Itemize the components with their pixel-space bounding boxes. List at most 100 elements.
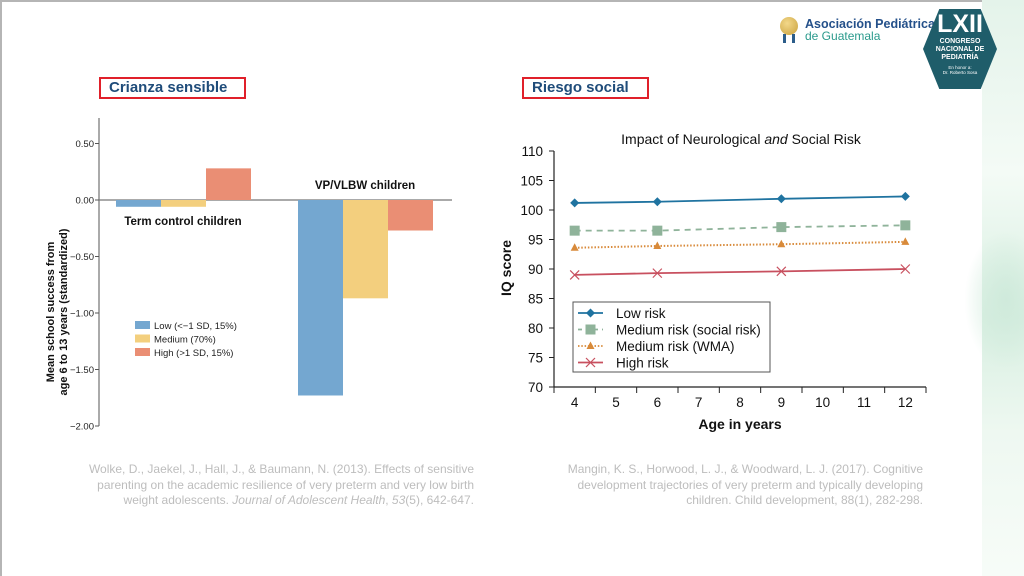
honor-line1: En honor a: bbox=[948, 65, 972, 70]
medal-icon bbox=[777, 16, 801, 44]
diamond-marker bbox=[652, 197, 662, 207]
bar-chart: 0.50 0.00 −0.50 −1.00 −1.50 −2.00 Term contro… bbox=[45, 118, 452, 433]
triangle-marker bbox=[653, 241, 662, 249]
citation-left-line1: Wolke, D., Jaekel, J., Hall, J., & Bauma… bbox=[88, 462, 474, 476]
triangle-marker bbox=[901, 237, 910, 245]
triangle-marker bbox=[586, 341, 595, 349]
series-line bbox=[574, 268, 906, 276]
y-tick-label: 0.00 bbox=[76, 196, 95, 207]
bar-legend: Low (<−1 SD, 15%) Medium (70%) High (>1 SD… bbox=[135, 321, 237, 359]
square-marker bbox=[569, 225, 580, 236]
x-marker bbox=[776, 266, 787, 277]
x-tick-label: 7 bbox=[695, 395, 703, 410]
congress-numeral: LXII bbox=[937, 10, 983, 38]
x-axis-label: Age in years bbox=[698, 416, 781, 432]
y-tick-label: 75 bbox=[528, 351, 543, 366]
series-medium-risk-wma bbox=[570, 237, 910, 251]
citation-right: Mangin, K. S., Horwood, L. J., & Woodwar… bbox=[500, 462, 923, 509]
y-tick-label: 95 bbox=[528, 233, 543, 248]
y-tick-label: 90 bbox=[528, 262, 543, 277]
x-marker bbox=[569, 269, 580, 280]
legend-label: High risk bbox=[616, 356, 669, 371]
citation-left-line2: parenting on the academic resilience of … bbox=[97, 477, 474, 492]
legend-label: High (>1 SD, 15%) bbox=[154, 348, 233, 359]
diamond-marker bbox=[900, 191, 910, 201]
diamond-marker bbox=[776, 194, 786, 204]
diamond-marker bbox=[586, 308, 595, 318]
y-tick-label: 85 bbox=[528, 292, 543, 307]
association-logo: Asociación Pediátrica de Guatemala bbox=[777, 16, 935, 44]
triangle-marker bbox=[570, 243, 579, 251]
series-medium-risk-social-risk bbox=[569, 220, 911, 236]
y-tick-label: 100 bbox=[520, 203, 543, 218]
y-tick-label: 70 bbox=[528, 380, 543, 395]
series-line bbox=[574, 224, 906, 232]
congress-line3: PEDIATRÍA bbox=[941, 54, 979, 61]
line-chart: Impact of Neurological and Social Risk 7… bbox=[498, 131, 927, 432]
series-line bbox=[574, 240, 906, 249]
y-tick-label: 0.50 bbox=[76, 139, 95, 150]
org-name-line2: de Guatemala bbox=[805, 29, 881, 43]
square-marker bbox=[776, 222, 787, 233]
diamond-marker bbox=[570, 198, 580, 208]
org-name-line1: Asociación Pediátrica bbox=[805, 17, 935, 31]
category-label-term: Term control children bbox=[124, 216, 241, 228]
honor-line2: Dr. Roberto Sosa bbox=[942, 70, 978, 75]
y-tick-label: 110 bbox=[521, 144, 543, 159]
y-axis-label-line2: age 6 to 13 years (standardized) bbox=[58, 228, 70, 395]
legend-label: Low risk bbox=[616, 306, 666, 321]
legend-label: Medium risk (social risk) bbox=[616, 323, 761, 338]
legend-swatch bbox=[135, 334, 150, 343]
legend-label: Medium (70%) bbox=[154, 335, 216, 346]
y-tick-label: 105 bbox=[520, 174, 543, 189]
congress-badge: LXII CONGRESO NACIONAL DE PEDIATRÍA En h… bbox=[923, 9, 997, 89]
x-tick-label: 9 bbox=[778, 395, 786, 410]
x-tick-label: 8 bbox=[736, 395, 744, 410]
y-tick-label: −1.50 bbox=[70, 365, 94, 376]
x-tick-label: 5 bbox=[612, 395, 620, 410]
series-line bbox=[574, 195, 906, 204]
y-tick-label: 80 bbox=[528, 321, 543, 336]
legend-box bbox=[572, 301, 771, 373]
legend-swatch bbox=[135, 348, 150, 356]
triangle-marker bbox=[777, 239, 786, 248]
section-label-riesgo: Riesgo social bbox=[522, 77, 649, 99]
congress-line2: NACIONAL DE bbox=[935, 46, 985, 53]
bar bbox=[388, 200, 433, 231]
citation-left: Wolke, D., Jaekel, J., Hall, J., & Bauma… bbox=[40, 462, 474, 509]
section-label-crianza: Crianza sensible bbox=[99, 77, 246, 99]
citation-right-line3: children. Child development, 88(1), 282-… bbox=[686, 493, 923, 507]
citation-right-line1: Mangin, K. S., Horwood, L. J., & Woodwar… bbox=[567, 462, 923, 476]
x-marker bbox=[585, 357, 596, 368]
bar bbox=[298, 200, 343, 396]
square-marker bbox=[585, 324, 596, 335]
citation-right-line2: development trajectories of very preterm… bbox=[577, 477, 923, 492]
chart-title: Impact of Neurological and Social Risk bbox=[621, 131, 862, 147]
x-marker bbox=[652, 268, 663, 279]
y-tick-label: −0.50 bbox=[70, 252, 94, 263]
bar bbox=[116, 200, 161, 207]
x-tick-label: 10 bbox=[815, 395, 830, 410]
series-high-risk bbox=[569, 264, 911, 280]
legend-swatch bbox=[135, 321, 150, 329]
bar bbox=[206, 168, 251, 200]
line-legend: Low risk Medium risk (social risk)Medium … bbox=[572, 301, 771, 373]
x-tick-label: 6 bbox=[654, 395, 662, 410]
x-tick-label: 12 bbox=[898, 395, 913, 410]
square-marker bbox=[652, 225, 663, 236]
congress-line1: CONGRESO bbox=[939, 38, 981, 45]
series-low-risk bbox=[570, 191, 910, 208]
category-label-vp: VP/VLBW children bbox=[315, 180, 415, 192]
legend-label: Low (<−1 SD, 15%) bbox=[154, 321, 237, 332]
x-tick-label: 4 bbox=[571, 395, 579, 410]
decorative-watercolor-blob bbox=[964, 230, 1024, 370]
y-tick-label: −2.00 bbox=[70, 422, 94, 433]
bar bbox=[343, 200, 388, 299]
citation-left-line3: weight adolescents. Journal of Adolescen… bbox=[123, 493, 474, 507]
bar bbox=[161, 200, 206, 207]
y-tick-label: −1.00 bbox=[70, 309, 94, 320]
square-marker bbox=[900, 220, 911, 231]
legend-label: Medium risk (WMA) bbox=[616, 339, 735, 354]
y-axis-label: IQ score bbox=[498, 240, 514, 296]
x-marker bbox=[900, 264, 911, 274]
